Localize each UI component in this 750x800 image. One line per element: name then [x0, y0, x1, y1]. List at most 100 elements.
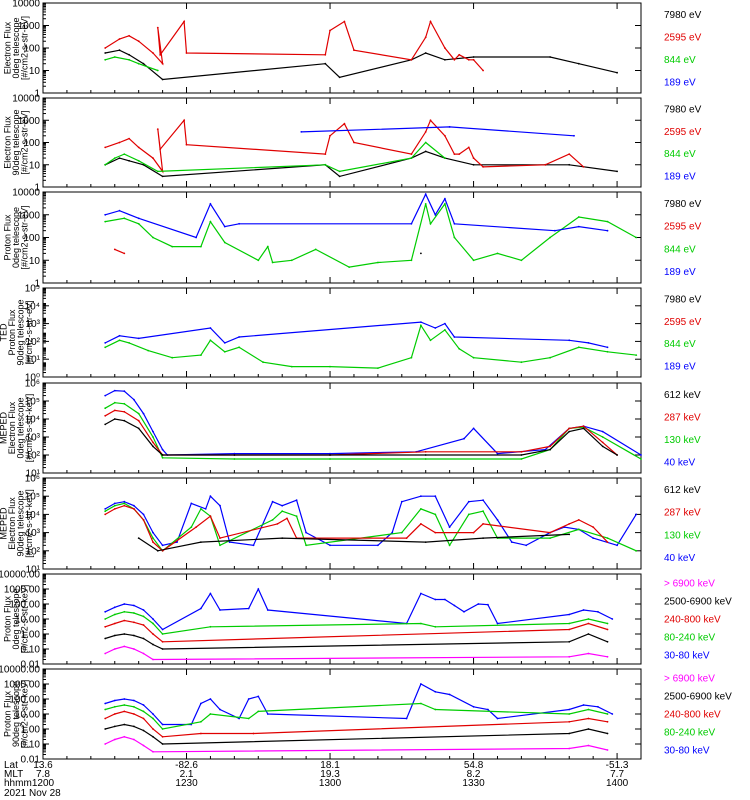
data-point — [123, 710, 126, 713]
data-point — [448, 126, 451, 128]
y-tick-label: 10³ — [26, 319, 41, 330]
data-point — [104, 342, 107, 344]
data-point — [137, 222, 140, 225]
data-point — [577, 519, 580, 521]
data-point — [123, 723, 126, 726]
x-axis-annotation: Lat MLT hhmm 2021 Nov 28 13.6 -82.6 18.1 54… — [4, 760, 629, 799]
x-tick-label-mlt: 2.1 — [180, 769, 194, 780]
data-point — [410, 222, 413, 225]
data-point — [159, 53, 162, 56]
data-point — [142, 412, 145, 415]
legend-entry: 612 keV — [664, 390, 701, 401]
data-point — [577, 62, 580, 65]
data-point — [152, 717, 154, 720]
series-240-800-keV-line — [105, 619, 608, 643]
row-label-lat: Lat — [4, 760, 18, 771]
legend-entry: 40 keV — [664, 457, 695, 468]
data-point — [324, 153, 327, 156]
data-point — [573, 134, 575, 137]
data-point — [209, 625, 212, 628]
data-point — [133, 612, 135, 614]
data-point — [286, 517, 288, 520]
data-point — [133, 504, 135, 507]
data-point — [209, 495, 212, 498]
date-label: 2021 Nov 28 — [4, 788, 61, 799]
data-point — [434, 513, 437, 516]
data-point — [123, 419, 126, 422]
data-point — [209, 592, 212, 595]
data-point — [104, 743, 107, 745]
legend-entry: 240-800 keV — [664, 710, 721, 721]
y-tick-label: 10¹ — [26, 355, 41, 366]
data-point — [405, 537, 408, 539]
data-point — [161, 648, 164, 650]
data-point — [142, 62, 145, 65]
series-844-eV-line — [105, 202, 637, 268]
y-tick-label: 10 — [29, 160, 41, 171]
data-point — [290, 259, 293, 262]
data-point — [257, 259, 260, 262]
data-point — [262, 361, 264, 364]
y-tick-label: 10⁵ — [25, 397, 40, 408]
data-point — [200, 702, 202, 705]
data-point — [424, 52, 427, 54]
data-point — [128, 34, 131, 37]
data-point — [635, 549, 638, 552]
data-point — [238, 336, 241, 338]
data-point — [113, 613, 116, 616]
data-point — [104, 146, 107, 149]
data-point — [587, 708, 590, 711]
data-point — [152, 531, 154, 534]
data-point — [463, 610, 465, 613]
series-30-80-keV-line — [105, 683, 613, 726]
data-point — [444, 47, 446, 49]
data-point — [156, 26, 159, 29]
data-point — [549, 448, 551, 451]
data-point — [219, 544, 221, 547]
data-point — [472, 157, 475, 160]
data-point — [233, 458, 236, 460]
data-point — [568, 655, 571, 658]
data-point — [314, 248, 317, 251]
data-point — [128, 53, 131, 56]
data-point — [424, 450, 427, 453]
x-tick-label-lat: 13.6 — [33, 760, 53, 771]
data-point — [104, 702, 107, 705]
data-point — [147, 349, 150, 352]
data-point — [133, 508, 135, 510]
data-point — [209, 327, 212, 329]
y-tick-label: 10² — [26, 451, 41, 462]
data-point — [582, 166, 585, 168]
data-point — [453, 58, 456, 61]
data-point — [377, 367, 379, 369]
series-2595-eV-line — [104, 19, 484, 71]
data-point — [601, 430, 604, 433]
x-tick-label-hhmm: 1200 — [32, 778, 55, 789]
data-point — [568, 427, 571, 430]
data-point — [142, 729, 145, 732]
data-point — [152, 633, 154, 635]
data-point — [123, 704, 126, 706]
data-point — [606, 229, 609, 232]
data-point — [137, 419, 140, 422]
data-point — [329, 452, 331, 455]
data-point — [606, 732, 609, 735]
data-point — [142, 513, 145, 516]
legend-entry: 7980 eV — [664, 10, 702, 21]
data-point — [420, 495, 422, 498]
data-point — [137, 217, 140, 220]
data-point — [582, 427, 585, 430]
data-point — [133, 398, 135, 401]
data-point — [424, 131, 427, 133]
data-point — [424, 454, 427, 456]
data-point — [568, 732, 571, 735]
x-tick-label-hhmm: 1400 — [606, 778, 629, 789]
row-label-mlt: MLT — [4, 769, 23, 780]
data-point — [118, 38, 121, 40]
y-axis-title-line: [#/cm2-s-str-keV] — [24, 394, 34, 463]
data-point — [104, 717, 107, 720]
data-point — [156, 170, 159, 173]
x-tick-label-lat: 54.8 — [464, 760, 484, 771]
y-tick-label: 10³ — [26, 528, 41, 539]
data-point — [496, 519, 499, 521]
